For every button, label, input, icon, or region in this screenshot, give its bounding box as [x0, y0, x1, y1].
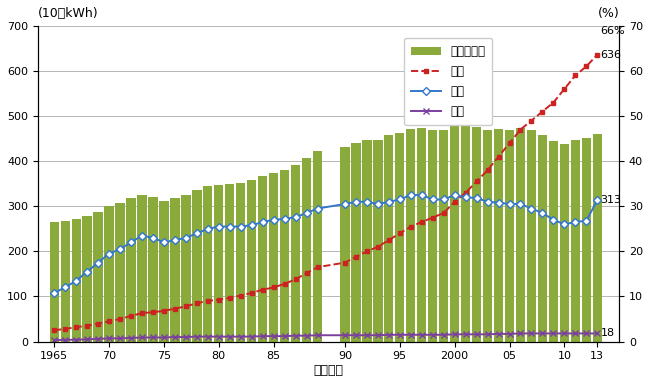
Bar — [428, 131, 437, 341]
Text: 66%: 66% — [601, 26, 625, 36]
Bar — [313, 151, 322, 341]
Bar — [60, 221, 70, 341]
Bar — [236, 183, 246, 341]
Bar — [593, 134, 602, 341]
Bar — [170, 198, 179, 341]
Bar — [72, 219, 81, 341]
Bar — [472, 127, 481, 341]
Legend: 民生シェア, 民生, 産業, 運輸: 民生シェア, 民生, 産業, 運輸 — [404, 38, 492, 126]
Bar — [461, 126, 471, 341]
Bar — [280, 170, 289, 341]
Bar — [225, 184, 235, 341]
Bar — [560, 144, 569, 341]
Text: (%): (%) — [597, 7, 619, 20]
Bar — [94, 212, 103, 341]
Bar — [116, 203, 125, 341]
Bar — [247, 180, 256, 341]
Bar — [505, 129, 514, 341]
X-axis label: （年度）: （年度） — [313, 364, 343, 377]
Bar — [494, 129, 503, 341]
Bar — [362, 141, 372, 341]
Bar — [384, 135, 393, 341]
Bar — [203, 186, 213, 341]
Bar — [351, 143, 361, 341]
Bar — [549, 141, 558, 341]
Bar — [192, 190, 202, 341]
Bar — [483, 129, 492, 341]
Bar — [83, 216, 92, 341]
Bar — [538, 135, 547, 341]
Bar — [582, 138, 591, 341]
Bar — [105, 206, 114, 341]
Bar — [214, 185, 224, 341]
Text: (10億kWh): (10億kWh) — [38, 7, 98, 20]
Bar — [417, 128, 426, 341]
Bar — [137, 195, 147, 341]
Bar — [302, 157, 311, 341]
Bar — [341, 147, 350, 341]
Bar — [126, 198, 136, 341]
Bar — [406, 129, 415, 341]
Bar — [269, 173, 278, 341]
Text: 636: 636 — [601, 50, 621, 60]
Text: 313: 313 — [601, 195, 621, 205]
Bar — [395, 133, 404, 341]
Bar — [439, 131, 448, 341]
Bar — [258, 175, 267, 341]
Bar — [181, 195, 190, 341]
Bar — [373, 139, 383, 341]
Bar — [291, 165, 300, 341]
Bar — [49, 222, 59, 341]
Bar — [516, 128, 525, 341]
Bar — [450, 125, 460, 341]
Bar — [148, 197, 158, 341]
Bar — [571, 139, 580, 341]
Bar — [526, 131, 536, 341]
Text: 18: 18 — [601, 328, 615, 338]
Bar — [159, 201, 168, 341]
